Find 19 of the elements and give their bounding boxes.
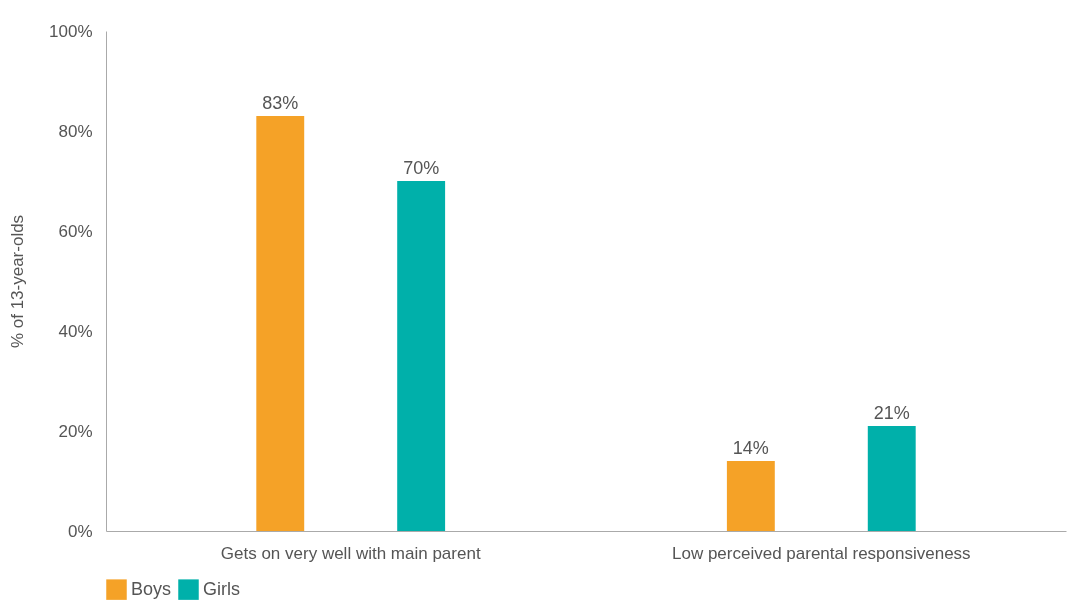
- data-label: 83%: [262, 93, 299, 113]
- y-tick-label: 100%: [49, 21, 93, 41]
- x-tick-label: Gets on very well with main parent: [220, 543, 481, 563]
- legend-label: Girls: [203, 578, 240, 599]
- bar: [867, 426, 916, 531]
- bar: [397, 181, 446, 531]
- y-tick-label: 60%: [58, 221, 93, 241]
- x-tick-label: Low perceived parental responsiveness: [671, 543, 971, 563]
- bar: [256, 116, 305, 531]
- y-axis-title: % of 13-year-olds: [8, 214, 28, 349]
- y-tick-label: 80%: [58, 121, 93, 141]
- y-tick-label: 20%: [58, 421, 93, 441]
- bar: [726, 461, 775, 531]
- data-label: 21%: [873, 403, 910, 423]
- y-tick-label: 40%: [58, 321, 93, 341]
- data-label: 70%: [403, 158, 440, 178]
- legend-label: Boys: [131, 578, 172, 599]
- y-tick-label: 0%: [67, 521, 93, 541]
- data-label: 14%: [732, 438, 769, 458]
